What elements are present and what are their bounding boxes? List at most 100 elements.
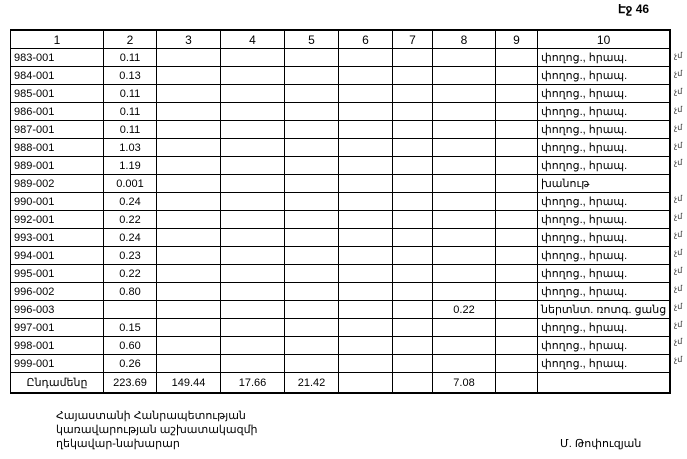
cell-value — [392, 264, 433, 283]
cell-value: 0.26 — [103, 354, 157, 373]
cell-value — [284, 228, 339, 247]
header-row: 1 2 3 4 5 6 7 8 9 10 — [10, 29, 672, 49]
cell-value — [392, 120, 433, 139]
row-code: 986-001 — [10, 102, 104, 121]
cell-value — [156, 120, 221, 139]
cell-value — [495, 174, 538, 193]
margin-mark: չմ — [674, 319, 683, 329]
column-header: 9 — [495, 29, 538, 49]
row-code: 997-001 — [10, 318, 104, 337]
cell-value — [220, 354, 285, 373]
cell-value: 0.22 — [432, 300, 496, 319]
cell-value — [284, 336, 339, 355]
cell-value — [220, 48, 285, 67]
cell-value — [432, 354, 496, 373]
cell-value: 0.24 — [103, 228, 157, 247]
margin-mark: չմ — [674, 283, 683, 293]
cell-value — [495, 138, 538, 157]
row-code: 983-001 — [10, 48, 104, 67]
cell-value — [220, 282, 285, 301]
table-row: 998-001 0.60 փողոց., հրապ. — [10, 336, 672, 355]
row-description: փողոց., հրապ. — [537, 192, 672, 211]
margin-mark: չմ — [674, 68, 683, 78]
cell-value — [338, 66, 393, 85]
row-description: փողոց., հրապ. — [537, 246, 672, 265]
row-description: փողոց., հրապ. — [537, 210, 672, 229]
row-code: 996-003 — [10, 300, 104, 319]
cell-value: 0.22 — [103, 264, 157, 283]
row-code: 996-002 — [10, 282, 104, 301]
row-code: 984-001 — [10, 66, 104, 85]
margin-mark: չմ — [674, 301, 683, 311]
cell-value — [220, 102, 285, 121]
cell-value — [495, 318, 538, 337]
cell-value — [156, 264, 221, 283]
margin-mark: չմ — [674, 265, 683, 275]
cell-value — [220, 336, 285, 355]
cell-value — [392, 48, 433, 67]
row-description: փողոց., հրապ. — [537, 354, 672, 373]
cell-value — [220, 174, 285, 193]
table-row: 990-001 0.24 փողոց., հրապ. — [10, 192, 672, 211]
cell-value: 0.13 — [103, 66, 157, 85]
cell-value — [432, 246, 496, 265]
table-row: 993-001 0.24 փողոց., հրապ. — [10, 228, 672, 247]
cell-value — [392, 246, 433, 265]
column-header: 2 — [103, 29, 157, 49]
cell-value — [156, 156, 221, 175]
cell-value: 0.80 — [103, 282, 157, 301]
cell-value — [432, 138, 496, 157]
table-row: 988-001 1.03 փողոց., հրապ. — [10, 138, 672, 157]
row-code: 989-002 — [10, 174, 104, 193]
cell-value — [432, 318, 496, 337]
cell-value — [432, 264, 496, 283]
cell-value — [156, 282, 221, 301]
cell-value — [392, 318, 433, 337]
total-value: 223.69 — [103, 372, 157, 394]
cell-value — [495, 264, 538, 283]
margin-mark: չմ — [674, 230, 683, 239]
row-description: փողոց., հրապ. — [537, 156, 672, 175]
total-value — [537, 372, 672, 394]
cell-value — [156, 84, 221, 103]
cell-value — [495, 282, 538, 301]
column-header: 1 — [10, 29, 104, 49]
cell-value — [156, 102, 221, 121]
total-value: 7.08 — [432, 372, 496, 394]
cell-value — [338, 138, 393, 157]
cell-value — [338, 48, 393, 67]
cell-value — [432, 120, 496, 139]
cell-value: 0.001 — [103, 174, 157, 193]
margin-mark: չմ — [674, 337, 683, 347]
margin-mark: չմ — [674, 104, 683, 114]
total-value — [495, 372, 538, 394]
cell-value — [220, 138, 285, 157]
row-code: 988-001 — [10, 138, 104, 157]
cell-value — [392, 354, 433, 373]
margin-mark: չմ — [674, 122, 683, 132]
cell-value: 0.24 — [103, 192, 157, 211]
column-header: 10 — [537, 29, 672, 49]
row-code: 990-001 — [10, 192, 104, 211]
total-value — [392, 372, 433, 394]
cell-value — [220, 264, 285, 283]
cell-value — [220, 318, 285, 337]
margin-mark: չմ — [674, 355, 683, 365]
row-description: փողոց., հրապ. — [537, 336, 672, 355]
cell-value — [220, 246, 285, 265]
footer-line: Հայաստանի Հանրապետության — [56, 410, 246, 422]
table-row: 995-001 0.22 փողոց., հրապ. — [10, 264, 672, 283]
column-header: 4 — [220, 29, 285, 49]
cell-value — [284, 192, 339, 211]
cell-value — [338, 246, 393, 265]
cell-value — [392, 228, 433, 247]
total-value: 21.42 — [284, 372, 339, 394]
row-description: փողոց., հրապ. — [537, 48, 672, 67]
cell-value — [284, 300, 339, 319]
cell-value — [392, 210, 433, 229]
cell-value — [284, 318, 339, 337]
cell-value — [392, 174, 433, 193]
cell-value — [338, 354, 393, 373]
row-code: 999-001 — [10, 354, 104, 373]
cell-value — [495, 66, 538, 85]
